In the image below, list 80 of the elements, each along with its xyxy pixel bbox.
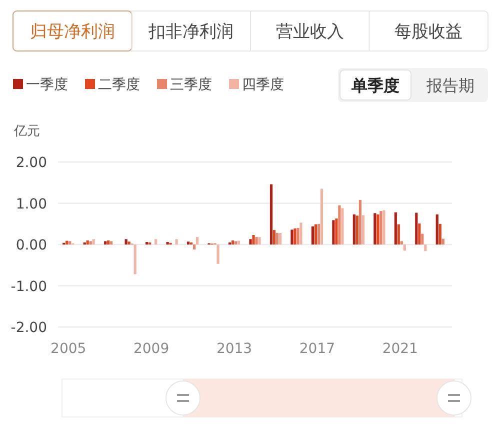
bar	[356, 216, 358, 244]
bar	[89, 241, 92, 244]
bar	[216, 244, 220, 264]
bar	[314, 224, 318, 244]
bar	[110, 241, 113, 244]
bar	[237, 240, 240, 244]
y-tick-label: 0.00	[16, 238, 47, 254]
y-axis-title: 亿元	[13, 124, 40, 139]
text: 每股收益	[394, 22, 463, 42]
bar	[332, 220, 335, 244]
y-tick-label: -2.00	[10, 320, 47, 336]
bar	[442, 238, 444, 244]
bar	[92, 239, 95, 244]
bar	[134, 244, 136, 274]
bar	[234, 241, 238, 244]
bar	[290, 230, 294, 244]
bar	[255, 237, 258, 244]
y-tick-label: -1.00	[10, 278, 47, 295]
text: 归母净利润	[30, 22, 115, 42]
bar	[300, 222, 302, 244]
bar	[192, 244, 196, 250]
bar	[376, 214, 380, 244]
bar	[358, 200, 362, 244]
y-tick-label: 1.00	[16, 196, 47, 212]
bar	[276, 232, 279, 244]
bar	[415, 212, 418, 244]
bar	[421, 234, 424, 244]
bar	[438, 224, 442, 244]
text: 单季度	[350, 76, 400, 95]
bar	[128, 242, 130, 244]
bar	[154, 239, 158, 244]
bar	[86, 240, 89, 244]
x-tick-label: 2009	[133, 341, 170, 357]
bar	[436, 214, 438, 244]
legend-label: 四季度	[242, 77, 284, 93]
bar	[380, 211, 382, 244]
x-tick-label: 2021	[382, 341, 418, 357]
bar	[374, 213, 376, 244]
bar	[418, 223, 421, 244]
bar	[278, 232, 282, 244]
bar	[68, 241, 72, 244]
bar	[338, 205, 341, 244]
bar	[400, 241, 403, 244]
bar	[124, 239, 128, 244]
legend-label: 一季度	[26, 77, 68, 93]
bar	[424, 244, 427, 252]
bar	[382, 210, 386, 244]
bar	[317, 224, 320, 244]
legend-label: 三季度	[170, 77, 212, 93]
bar	[320, 188, 324, 244]
text: 营业收入	[276, 22, 344, 42]
bar	[403, 244, 406, 251]
bar	[249, 239, 252, 244]
bar	[104, 241, 107, 244]
bar	[352, 214, 356, 244]
bar	[107, 240, 110, 244]
bar	[294, 228, 296, 244]
bar	[196, 237, 199, 244]
bar	[175, 239, 178, 244]
bar	[272, 230, 276, 244]
bar	[258, 237, 261, 244]
bar	[231, 240, 234, 244]
bar	[394, 212, 397, 244]
x-tick-label: 2013	[216, 341, 252, 357]
bar	[296, 228, 300, 244]
x-tick-label: 2017	[299, 341, 336, 357]
bar	[397, 224, 400, 244]
text: 报告期	[426, 76, 474, 95]
text: 扣非净利润	[148, 22, 234, 42]
bar	[66, 240, 68, 244]
x-tick-label: 2005	[50, 341, 86, 357]
bar	[252, 235, 255, 244]
bar	[362, 215, 364, 244]
legend-label: 二季度	[98, 77, 140, 93]
bar	[311, 226, 314, 244]
bar	[335, 218, 338, 244]
bar	[270, 184, 273, 244]
bar	[341, 208, 344, 244]
y-tick-label: 2.00	[16, 155, 47, 171]
bar	[186, 242, 190, 244]
